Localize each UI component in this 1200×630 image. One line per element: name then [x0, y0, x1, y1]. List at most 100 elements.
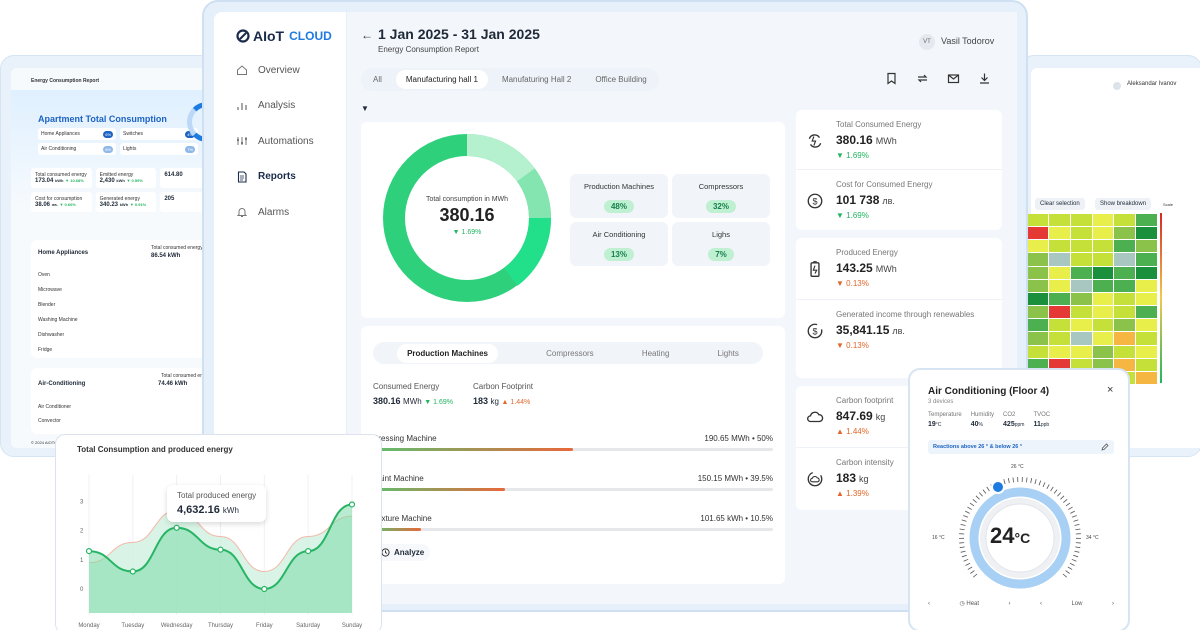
heatmap-cell[interactable] — [1070, 358, 1092, 371]
heatmap-cell[interactable] — [1070, 279, 1092, 292]
heatmap-cell[interactable] — [1027, 332, 1048, 345]
heatmap-cell[interactable] — [1136, 319, 1157, 332]
heatmap-cell[interactable] — [1027, 345, 1048, 358]
category-air-conditioning[interactable]: Air Conditioning 13% — [570, 222, 668, 266]
nav-automations[interactable]: Automations — [236, 131, 314, 151]
user-name[interactable]: Vasil Todorov — [941, 36, 995, 46]
heatmap-cell[interactable] — [1114, 319, 1136, 332]
machine-row[interactable]: Texture Machine 101.65 kWh • 10.5% — [373, 514, 773, 531]
heatmap-cell[interactable] — [1092, 319, 1114, 332]
temperature-dial[interactable] — [955, 473, 1085, 603]
tab-heating[interactable]: Heating — [641, 348, 670, 358]
heatmap-cell[interactable] — [1114, 358, 1136, 371]
fan-next-icon[interactable]: › — [1111, 600, 1114, 607]
bookmark-icon[interactable] — [885, 72, 898, 85]
nav-reports[interactable]: Reports — [236, 167, 314, 187]
toggle-lights[interactable]: Lights 7% — [120, 143, 198, 155]
heatmap-cell[interactable] — [1070, 266, 1092, 279]
heatmap-cell[interactable] — [1092, 306, 1114, 319]
heatmap-cell[interactable] — [1114, 306, 1136, 319]
toggle-air-conditioning[interactable]: Air Conditioning 8% — [38, 143, 116, 155]
heatmap-cell[interactable] — [1027, 306, 1048, 319]
heatmap-cell[interactable] — [1070, 240, 1092, 253]
heatmap-cell[interactable] — [1114, 253, 1136, 266]
heatmap-cell[interactable] — [1136, 306, 1157, 319]
heatmap-cell[interactable] — [1070, 332, 1092, 345]
heatmap-cell[interactable] — [1114, 214, 1136, 227]
heatmap-cell[interactable] — [1136, 240, 1157, 253]
nav-alarms[interactable]: Alarms — [236, 202, 314, 222]
heatmap-cell[interactable] — [1092, 240, 1114, 253]
heatmap-cell[interactable] — [1048, 266, 1070, 279]
heatmap-cell[interactable] — [1070, 253, 1092, 266]
stat-card[interactable]: Total Consumed Energy 380.16 MWh ▼ 1.69% — [796, 110, 1002, 170]
heatmap-cell[interactable] — [1092, 345, 1114, 358]
heatmap-cell[interactable] — [1114, 332, 1136, 345]
heatmap-cell[interactable] — [1092, 279, 1114, 292]
heatmap-cell[interactable] — [1048, 214, 1070, 227]
clear-selection-button[interactable]: Clear selection — [1035, 198, 1085, 210]
tab-office-building[interactable]: Office Building — [595, 75, 647, 84]
heatmap-cell[interactable] — [1048, 332, 1070, 345]
heatmap-cell[interactable] — [1114, 279, 1136, 292]
data-point[interactable] — [217, 546, 224, 553]
machine-row[interactable]: Pressing Machine 190.65 MWh • 50% — [373, 434, 773, 451]
category-production-machines[interactable]: Production Machines 48% — [570, 174, 668, 218]
heatmap-cell[interactable] — [1136, 371, 1157, 384]
tab-manufacturing-hall-1[interactable]: Manufacturing hall 1 — [395, 70, 488, 89]
heatmap-cell[interactable] — [1136, 345, 1157, 358]
heatmap-cell[interactable] — [1070, 306, 1092, 319]
fan-prev-icon[interactable]: ‹ — [1040, 600, 1042, 607]
date-range[interactable]: 1 Jan 2025 - 31 Jan 2025 — [378, 26, 540, 42]
heatmap-cell[interactable] — [1070, 214, 1092, 227]
machine-row[interactable]: Paint Machine 150.15 MWh • 39.5% — [373, 474, 773, 491]
stat-card[interactable]: $ Generated income through renewables 35,8… — [796, 300, 1002, 378]
download-icon[interactable] — [978, 72, 991, 85]
tab-lights[interactable]: Lights — [717, 348, 739, 358]
analyze-button[interactable]: Analyze — [375, 544, 431, 561]
tab-manufacturing-hall-2[interactable]: Manufaturing Hall 2 — [501, 75, 572, 84]
heatmap-cell[interactable] — [1048, 319, 1070, 332]
heatmap-cell[interactable] — [1027, 214, 1048, 227]
category-compressors[interactable]: Compressors 32% — [672, 174, 770, 218]
heatmap-cell[interactable] — [1136, 214, 1157, 227]
heatmap-cell[interactable] — [1136, 253, 1157, 266]
heatmap-cell[interactable] — [1027, 266, 1048, 279]
heatmap-cell[interactable] — [1070, 292, 1092, 306]
consumption-line-chart[interactable]: Monday Tuesday Wednesday Thursday Friday Satu… — [56, 435, 382, 630]
tab-compressors[interactable]: Compressors — [546, 348, 594, 358]
heatmap-cell[interactable] — [1136, 279, 1157, 292]
heatmap-cell[interactable] — [1048, 227, 1070, 240]
tab-all[interactable]: All — [373, 75, 382, 84]
heatmap-cell[interactable] — [1092, 214, 1114, 227]
heatmap-cell[interactable] — [1136, 358, 1157, 371]
mode-next-icon[interactable]: › — [1008, 600, 1011, 607]
dial-handle[interactable] — [991, 480, 1005, 494]
heatmap-cell[interactable] — [1048, 345, 1070, 358]
heatmap-cell[interactable] — [1070, 319, 1092, 332]
reaction-bar[interactable]: Reactions above 26 ° & below 26 ° — [928, 440, 1114, 454]
toggle-switches[interactable]: Switches 4% — [120, 128, 198, 140]
stat-card[interactable]: Carbon footprint 847.69 kg ▲ 1.44% — [796, 386, 1002, 448]
data-point[interactable] — [173, 524, 180, 531]
data-point[interactable] — [129, 568, 136, 575]
heatmap-cell[interactable] — [1027, 240, 1048, 253]
stat-card[interactable]: Carbon intensity 183 kg ▲ 1.39% — [796, 448, 1002, 510]
heatmap-cell[interactable] — [1092, 253, 1114, 266]
heatmap-cell[interactable] — [1136, 227, 1157, 240]
category-lights[interactable]: Lighs 7% — [672, 222, 770, 266]
heatmap-cell[interactable] — [1136, 292, 1157, 306]
avatar[interactable]: VT — [919, 34, 935, 50]
tab-production-machines[interactable]: Production Machines — [397, 343, 498, 363]
heatmap-cell[interactable] — [1027, 358, 1048, 371]
heatmap-grid[interactable] — [1027, 214, 1157, 384]
close-icon[interactable]: × — [1107, 384, 1114, 396]
heatmap-cell[interactable] — [1048, 292, 1070, 306]
mode-selector[interactable]: ◷ Heat — [959, 601, 980, 607]
mode-prev-icon[interactable]: ‹ — [928, 600, 930, 607]
consumption-donut[interactable] — [381, 132, 553, 304]
edit-icon[interactable] — [1101, 443, 1109, 451]
fan-selector[interactable]: Low — [1071, 600, 1083, 607]
data-point[interactable] — [348, 501, 356, 508]
heatmap-cell[interactable] — [1070, 227, 1092, 240]
